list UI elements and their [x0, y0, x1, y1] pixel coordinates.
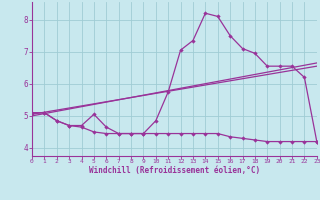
X-axis label: Windchill (Refroidissement éolien,°C): Windchill (Refroidissement éolien,°C) — [89, 166, 260, 175]
